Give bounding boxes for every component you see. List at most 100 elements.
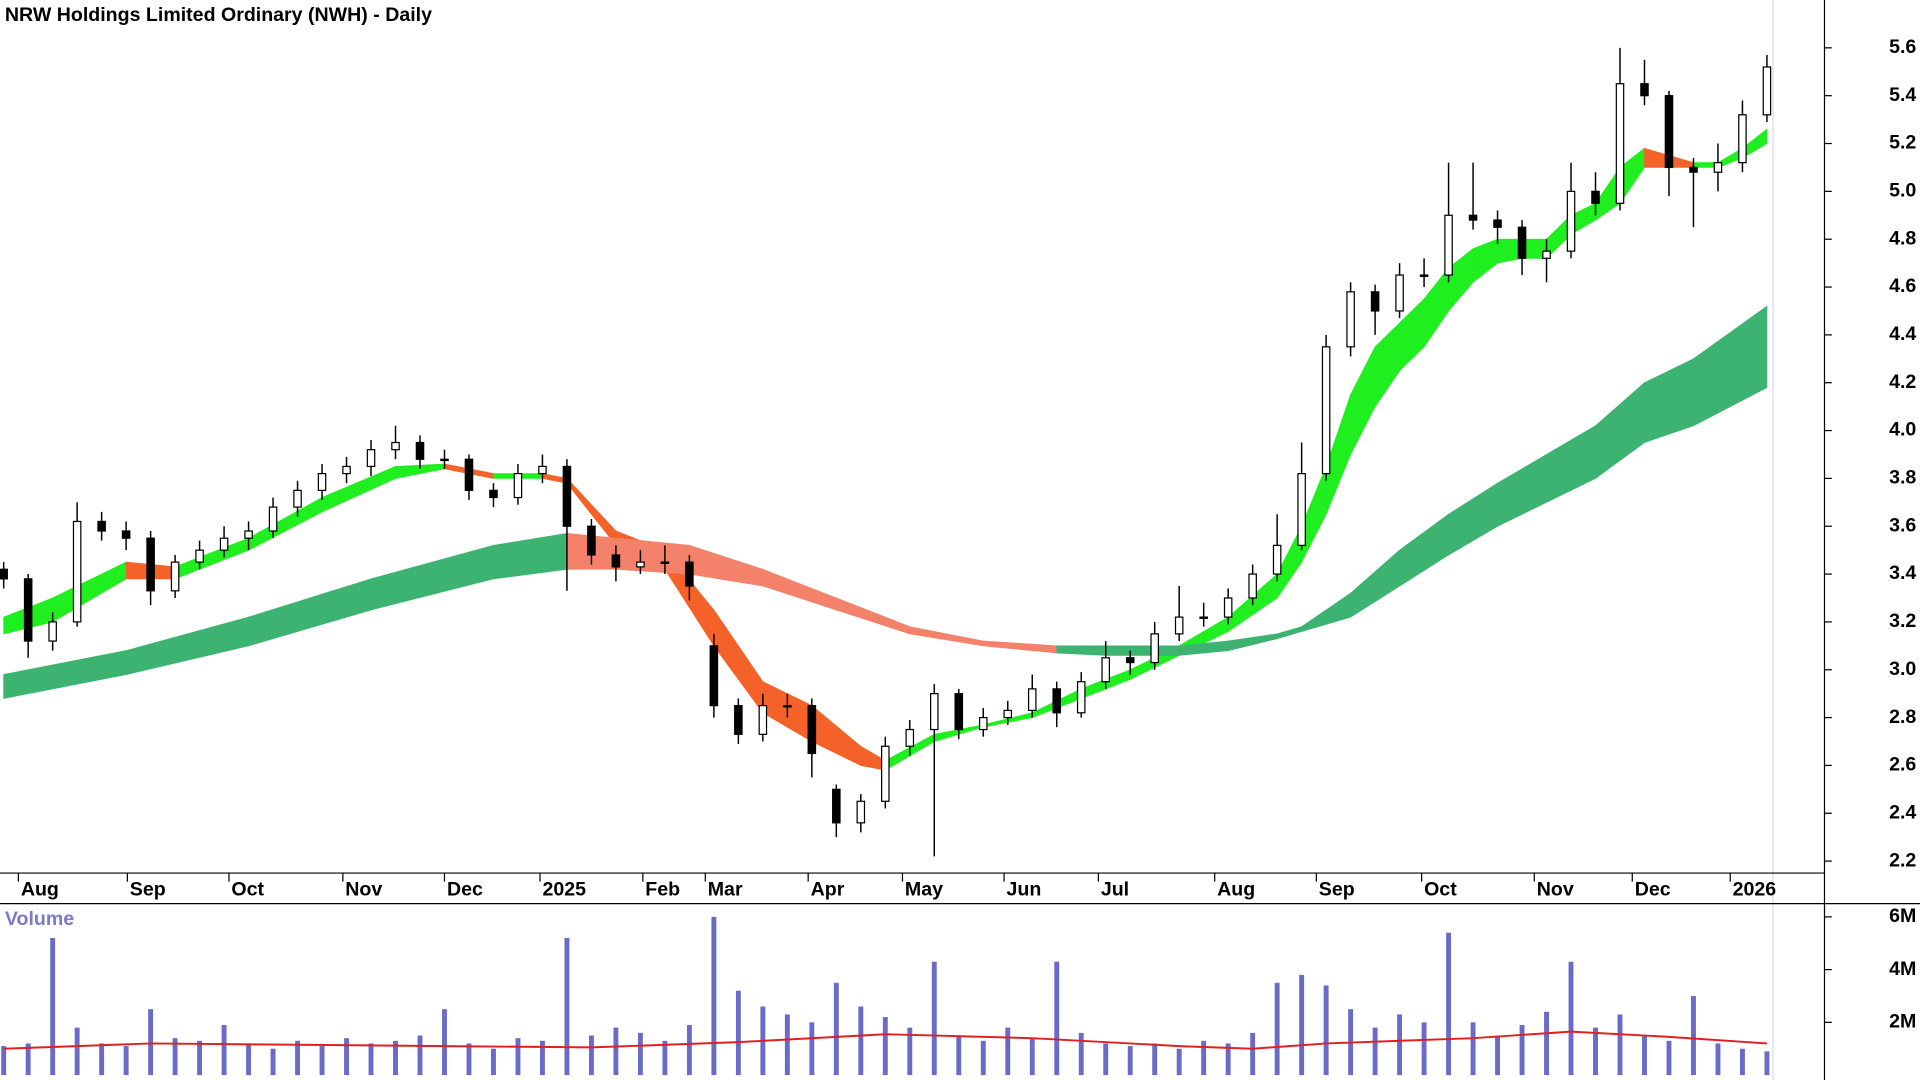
volume-bar — [319, 1046, 325, 1076]
volume-bar — [1495, 1035, 1500, 1076]
candle-body — [1395, 274, 1404, 312]
candle-body — [0, 568, 8, 580]
volume-bar — [858, 1006, 864, 1076]
candle-body — [1052, 688, 1062, 714]
candle-body — [342, 465, 351, 475]
x-tick-label: Aug — [1217, 878, 1255, 900]
candle-body — [268, 506, 278, 532]
candle-body — [905, 728, 915, 747]
candle-body — [587, 525, 596, 556]
candle-body — [1076, 681, 1086, 714]
volume-bar — [662, 1040, 668, 1076]
candle-body — [758, 705, 768, 735]
volume-bar — [1005, 1027, 1011, 1076]
candle-body — [415, 441, 425, 460]
candle-body — [538, 465, 547, 475]
x-tick-label: Jul — [1101, 878, 1129, 900]
candle-body — [1689, 166, 1698, 173]
volume-bar — [417, 1035, 423, 1076]
candle-body — [881, 745, 890, 802]
volume-bar — [1299, 974, 1305, 1076]
volume-bar — [1568, 961, 1574, 1076]
volume-bar — [1323, 985, 1329, 1076]
volume-bar — [1127, 1046, 1133, 1076]
candle-body — [1199, 616, 1208, 619]
volume-bar — [393, 1040, 398, 1076]
candle-body — [23, 578, 33, 642]
ribbon-segment — [1693, 305, 1768, 427]
volume-bar — [1225, 1043, 1231, 1076]
volume-bar — [515, 1038, 521, 1076]
volume-bar — [735, 990, 741, 1076]
candle-body — [1370, 291, 1380, 312]
y-tick-label: 2.2 — [1889, 849, 1916, 871]
candle-body — [1566, 190, 1576, 252]
candle-body — [391, 441, 400, 451]
candle-body — [1174, 616, 1184, 635]
ribbon-segment — [1105, 645, 1180, 656]
x-tick-label: Dec — [1635, 878, 1671, 900]
volume-bar — [784, 1014, 790, 1076]
volume-bar — [540, 1040, 545, 1076]
volume-bar — [1078, 1032, 1084, 1076]
x-tick-label: Nov — [345, 878, 382, 900]
x-tick-label: Oct — [231, 878, 264, 900]
volume-tick-label: 2M — [1889, 1011, 1916, 1033]
volume-bar — [1, 1046, 7, 1076]
volume-bar — [1666, 1040, 1672, 1076]
volume-bar — [1103, 1043, 1109, 1076]
candle-body — [1664, 95, 1674, 169]
volume-bar — [491, 1048, 496, 1076]
candle-body — [48, 621, 57, 642]
candle-body — [1248, 573, 1257, 599]
volume-bar — [1029, 1038, 1035, 1076]
volume-bar — [613, 1027, 619, 1076]
volume-average — [3, 1030, 1768, 1050]
candle-body — [978, 716, 988, 731]
x-tick-label: Mar — [708, 878, 743, 900]
volume-bar — [1715, 1043, 1721, 1076]
candle-body — [783, 705, 792, 708]
y-tick-label: 3.2 — [1889, 610, 1916, 632]
volume-bar — [1446, 932, 1452, 1076]
y-tick-label: 4.2 — [1889, 371, 1916, 393]
candle-body — [97, 520, 106, 532]
x-tick-label: Nov — [1537, 878, 1574, 900]
volume-bar — [1470, 1022, 1476, 1076]
y-tick-label: 4.0 — [1889, 419, 1916, 441]
volume-bar — [1617, 1014, 1623, 1076]
volume-bar — [1274, 982, 1280, 1076]
volume-bar — [466, 1043, 472, 1076]
candle-body — [1297, 472, 1306, 546]
candle-body — [195, 549, 204, 563]
candle-body — [464, 458, 474, 491]
volume-bar — [1201, 1040, 1207, 1076]
volume-bar — [1519, 1024, 1525, 1076]
volume-bar — [50, 937, 56, 1076]
candle-body — [954, 693, 964, 731]
volume-tick-label: 6M — [1889, 905, 1916, 927]
volume-bar — [123, 1046, 129, 1076]
volume-bar — [270, 1048, 276, 1076]
y-tick-label: 2.4 — [1889, 801, 1916, 823]
y-tick-label: 5.0 — [1889, 180, 1916, 202]
y-tick-label: 4.6 — [1889, 275, 1916, 297]
volume-bar — [344, 1038, 349, 1076]
volume-bar — [1642, 1035, 1647, 1076]
candle-body — [807, 705, 817, 755]
candle-body — [832, 788, 841, 824]
volume-bar — [1397, 1014, 1403, 1076]
volume-bar — [368, 1043, 374, 1076]
volume-bar — [148, 1009, 154, 1076]
candle-body — [636, 561, 645, 568]
volume-bar — [711, 916, 717, 1076]
candle-body — [1003, 709, 1013, 719]
volume-bar — [931, 961, 937, 1076]
volume-bar — [197, 1040, 203, 1076]
candle-body — [1615, 83, 1625, 204]
candle-body — [317, 472, 327, 491]
volume-bar — [956, 1035, 962, 1076]
